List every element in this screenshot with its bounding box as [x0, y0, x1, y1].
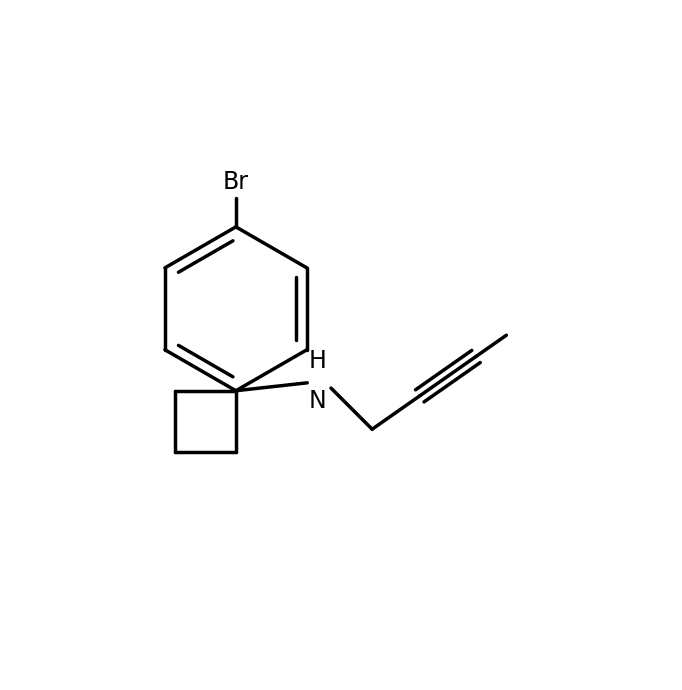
Text: Br: Br [223, 170, 249, 194]
Text: H: H [309, 349, 327, 373]
Text: N: N [309, 389, 327, 413]
